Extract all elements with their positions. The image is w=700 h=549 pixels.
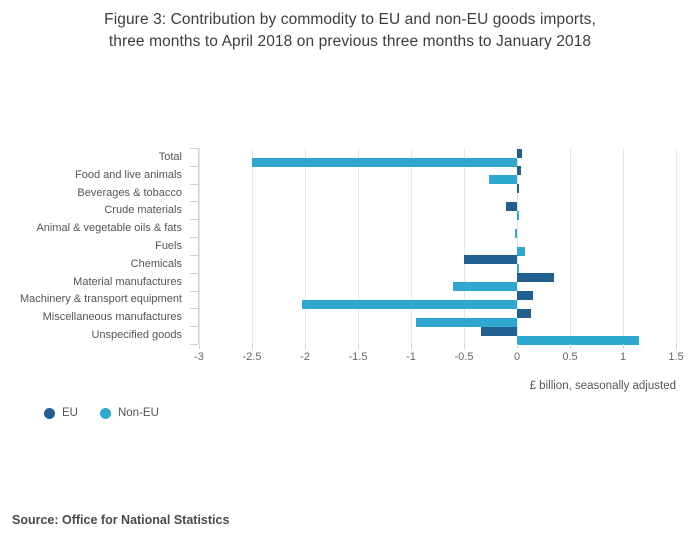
category-tick (190, 308, 198, 309)
value-axis-title: £ billion, seasonally adjusted (529, 380, 676, 392)
source-note: Source: Office for National Statistics (12, 513, 230, 527)
chart-title-line-2: three months to April 2018 on previous t… (108, 33, 592, 50)
gridline--2.5 (252, 148, 253, 344)
xtick-mark--0.5 (464, 344, 465, 349)
gridline-0.5 (570, 148, 571, 344)
bars-canvas (199, 148, 677, 345)
category-tick (190, 166, 198, 167)
xtick-mark-0 (517, 344, 518, 349)
bar-non-eu-material-manufactures[interactable] (453, 282, 517, 292)
xtick-mark--3 (199, 344, 200, 349)
bar-eu-beverages-tobacco[interactable] (517, 184, 520, 194)
xtick-mark-1.5 (676, 344, 677, 349)
bar-non-eu-chemicals[interactable] (517, 264, 520, 274)
bar-eu-food-and-live-animals[interactable] (517, 166, 522, 176)
xtick-mark-0.5 (570, 344, 571, 349)
xtick-mark-1 (623, 344, 624, 349)
gridline-1.5 (676, 148, 677, 344)
bar-non-eu-miscellaneous-manufactures[interactable] (416, 317, 517, 327)
gridline-0 (517, 148, 518, 344)
chart-title-line-1: Figure 3: Contribution by commodity to E… (104, 11, 596, 28)
category-label-total: Total (158, 151, 182, 163)
bar-non-eu-fuels[interactable] (517, 246, 526, 256)
bar-non-eu-crude-materials[interactable] (517, 210, 519, 220)
bar-non-eu-unspecified-goods[interactable] (517, 335, 639, 345)
xtick-label--3: -3 (194, 351, 204, 363)
category-tick (190, 326, 198, 327)
xtick-mark--2 (305, 344, 306, 349)
category-label-material-manufactures: Material manufactures (73, 276, 182, 288)
bar-eu-miscellaneous-manufactures[interactable] (517, 308, 531, 318)
legend-swatch-eu (44, 407, 55, 419)
xtick-label--2.5: -2.5 (242, 351, 262, 363)
category-label-crude-materials: Crude materials (104, 204, 182, 216)
category-label-animal-vegetable-oils-fats: Animal & vegetable oils & fats (36, 222, 182, 234)
category-tick (190, 344, 198, 345)
xtick-mark--2.5 (252, 344, 253, 349)
category-label-food-and-live-animals: Food and live animals (74, 169, 182, 181)
xtick-label--1: -1 (406, 351, 416, 363)
xtick-label--1.5: -1.5 (348, 351, 368, 363)
category-tick (190, 201, 198, 202)
bar-eu-total[interactable] (517, 148, 523, 158)
bar-non-eu-animal-vegetable-oils-fats[interactable] (514, 228, 517, 238)
chart-legend: EU Non-EU (44, 407, 159, 419)
category-tick (190, 184, 198, 185)
category-axis-line (198, 148, 199, 344)
gridline--1 (411, 148, 412, 344)
value-axis: -3 -2.5 -2 -1.5 -1 -0.5 0 0.5 1 1.5 (194, 344, 684, 374)
gridline--3 (199, 148, 200, 344)
category-label-beverages-tobacco: Beverages & tobacco (77, 187, 182, 199)
category-tick (190, 148, 198, 149)
gridline--2 (305, 148, 306, 344)
legend-item-eu[interactable]: EU (44, 407, 78, 419)
bar-eu-chemicals[interactable] (464, 255, 517, 265)
xtick-label-1.5: 1.5 (668, 351, 684, 363)
category-label-unspecified-goods: Unspecified goods (91, 329, 182, 341)
bar-non-eu-food-and-live-animals[interactable] (489, 175, 517, 185)
legend-label-eu: EU (62, 407, 78, 419)
category-tick (190, 237, 198, 238)
xtick-mark--1.5 (358, 344, 359, 349)
category-label-chemicals: Chemicals (130, 258, 182, 270)
category-axis-labels: Total Food and live animals Beverages & to… (0, 140, 190, 344)
category-label-miscellaneous-manufactures: Miscellaneous manufactures (42, 311, 182, 323)
xtick-label-0: 0 (513, 351, 521, 363)
category-tick (190, 291, 198, 292)
legend-label-non-eu: Non-EU (117, 407, 159, 419)
legend-swatch-non-eu (99, 407, 111, 419)
bar-non-eu-total[interactable] (252, 157, 517, 167)
bar-eu-machinery-transport-equipment[interactable] (517, 291, 533, 301)
gridline-1 (623, 148, 624, 344)
category-tick (190, 273, 198, 274)
page-title: Figure 3: Contribution by commodity to E… (0, 0, 700, 53)
category-label-fuels: Fuels (155, 240, 182, 252)
legend-item-non-eu[interactable]: Non-EU (99, 407, 159, 419)
xtick-label--2: -2 (300, 351, 310, 363)
category-tick (190, 255, 198, 256)
xtick-label--0.5: -0.5 (454, 351, 474, 363)
xtick-label-0.5: 0.5 (562, 351, 578, 363)
gridline--1.5 (358, 148, 359, 344)
chart-plot-area: Total Food and live animals Beverages & to… (0, 140, 700, 355)
xtick-label-1: 1 (619, 351, 627, 363)
bar-non-eu-machinery-transport-equipment[interactable] (301, 300, 517, 310)
category-label-machinery-transport-equipment: Machinery & transport equipment (19, 293, 182, 305)
bar-eu-material-manufactures[interactable] (517, 273, 555, 283)
xtick-mark--1 (411, 344, 412, 349)
bar-eu-unspecified-goods[interactable] (480, 326, 517, 336)
gridline--0.5 (464, 148, 465, 344)
bar-eu-crude-materials[interactable] (506, 201, 517, 211)
category-tick (190, 219, 198, 220)
